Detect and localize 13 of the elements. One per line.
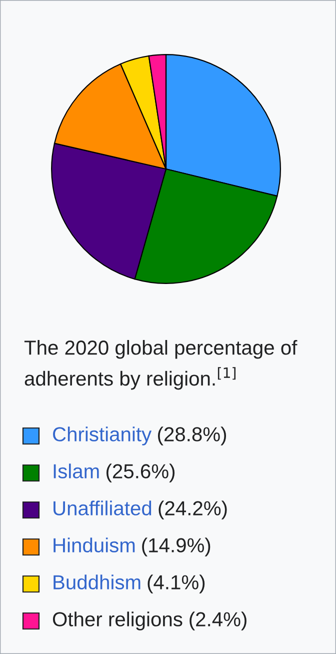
legend-label: Christianity [53, 426, 152, 446]
data-label: (24.2%) [158, 500, 227, 520]
legend-label: Hinduism [54, 538, 135, 552]
data-label: (4.1%) [148, 574, 205, 594]
text: The 2020 global percentage of adherents by religion.$^{[1]}$ [24, 340, 298, 390]
data-label: (28.8%) [158, 426, 226, 446]
legend-label: Islam [54, 464, 99, 478]
data-label: (14.9%) [142, 538, 210, 556]
legend-label: Buddhism [54, 574, 140, 590]
legend-label: Unaffiliated [54, 500, 152, 516]
data-label: (25.6%) [106, 464, 175, 482]
legend-label: Other religions [52, 612, 182, 630]
data-label: (2.4%) [190, 612, 246, 630]
